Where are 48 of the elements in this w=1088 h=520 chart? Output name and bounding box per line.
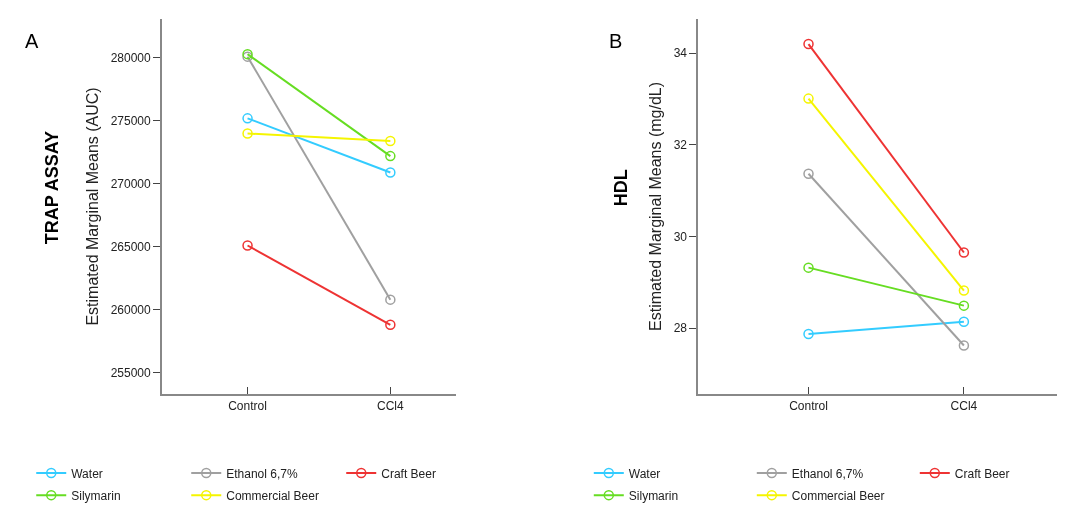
y-tick-label: 260000 — [110, 302, 152, 317]
point — [242, 113, 253, 124]
text: TRAP ASSAY — [42, 130, 63, 245]
y-axis-title: Estimated Marginal Means (mg/dL) — [647, 81, 665, 331]
x-tick-label: CCl4 — [377, 399, 405, 414]
legend-label: Ethanol 6,7% — [226, 466, 298, 481]
point — [385, 167, 396, 178]
point — [385, 294, 396, 305]
point — [242, 128, 253, 139]
y-tick-label: 32 — [673, 138, 688, 153]
y-tick-label: 265000 — [110, 239, 152, 254]
point — [958, 285, 970, 296]
legend-label: Silymarin — [628, 488, 679, 503]
legend-label: Craft Beer — [381, 466, 436, 481]
y-tick-label: 255000 — [110, 365, 152, 380]
legend-label: Ethanol 6,7% — [791, 466, 864, 481]
legend-label: Craft Beer — [954, 466, 1010, 481]
text: A — [25, 30, 39, 52]
point — [385, 150, 396, 162]
point — [242, 240, 253, 251]
legend-label: Water — [628, 466, 661, 481]
y-tick-label: 275000 — [110, 114, 152, 129]
point — [803, 93, 814, 104]
legend-label: Water — [71, 466, 103, 481]
x-tick-label: Control — [789, 399, 828, 414]
legend-label: Commercial Beer — [226, 488, 319, 503]
point — [385, 319, 396, 331]
point — [385, 135, 396, 147]
y-tick-label: 270000 — [110, 177, 152, 192]
point — [958, 300, 970, 311]
y-axis-title: Estimated Marginal Means (AUC) — [84, 87, 102, 326]
point — [958, 316, 970, 327]
point — [803, 328, 814, 340]
y-tick-label: 280000 — [110, 51, 152, 66]
point — [958, 247, 970, 258]
y-tick-label: 30 — [673, 229, 688, 244]
text: HDL — [611, 169, 632, 207]
text: B — [609, 30, 623, 52]
point — [803, 262, 814, 273]
y-tick-label: 34 — [673, 46, 688, 61]
x-tick-label: CCl4 — [950, 399, 978, 414]
point — [958, 340, 970, 351]
legend-label: Silymarin — [71, 488, 121, 503]
x-tick-label: Control — [228, 399, 267, 414]
legend-label: Commercial Beer — [791, 488, 885, 503]
y-tick-label: 28 — [673, 321, 688, 336]
point — [803, 38, 814, 50]
point — [803, 168, 814, 179]
